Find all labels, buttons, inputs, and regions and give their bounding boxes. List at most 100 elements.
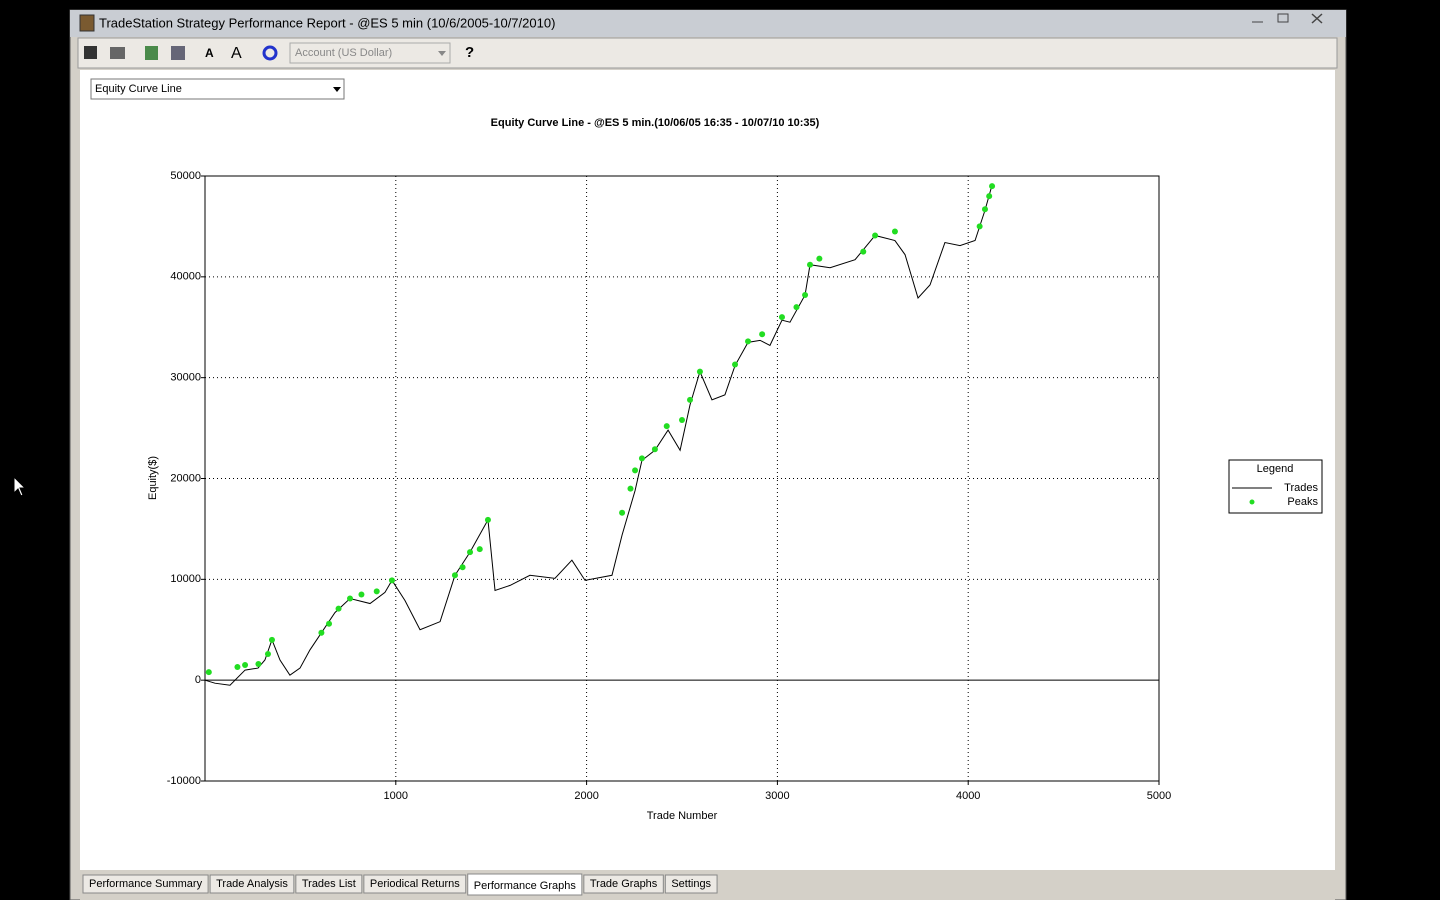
peak-dot <box>793 304 800 311</box>
tab[interactable]: Trades List <box>295 874 363 894</box>
peak-dot <box>872 232 879 239</box>
peak-dot <box>638 455 645 462</box>
peak-dot <box>986 193 993 200</box>
peak-dot <box>732 361 739 368</box>
tab-box[interactable] <box>467 873 583 896</box>
y-tick-label: 30000 <box>170 372 201 384</box>
font-larger-icon[interactable]: A <box>231 45 242 62</box>
view-select[interactable] <box>90 78 345 100</box>
peak-dot <box>264 650 271 657</box>
peak-dot <box>268 636 275 643</box>
view-select-label: Equity Curve Line <box>95 83 182 95</box>
window-title: TradeStation Strategy Performance Report… <box>99 15 555 30</box>
legend-marker <box>1249 499 1255 505</box>
equity-line <box>204 184 993 686</box>
peak-dot <box>627 485 634 492</box>
tab-label[interactable]: Performance Summary <box>89 878 203 890</box>
peak-dot <box>759 331 766 338</box>
peak-dot <box>976 223 983 230</box>
tab-box[interactable] <box>363 874 467 894</box>
tab[interactable]: Settings <box>664 874 718 894</box>
account-select-label: Account (US Dollar) <box>295 47 392 59</box>
save-icon[interactable] <box>84 46 97 59</box>
peak-dot <box>373 588 380 595</box>
x-tick-label: 4000 <box>956 790 980 802</box>
window-controls[interactable] <box>1246 12 1336 26</box>
x-tick-label: 2000 <box>574 790 598 802</box>
peak-dot <box>388 577 395 584</box>
peak-dot <box>476 546 483 553</box>
peak-dot <box>663 423 670 430</box>
tab-box[interactable] <box>583 874 664 894</box>
legend-entries: Trades Peaks <box>1232 482 1318 508</box>
chart-title: Equity Curve Line - @ES 5 min.(10/06/05 … <box>491 117 820 129</box>
view-select-arrow <box>333 87 341 92</box>
y-tick-label: -10000 <box>167 775 201 787</box>
tab-label[interactable]: Settings <box>671 878 711 890</box>
tab[interactable]: Periodical Returns <box>363 874 467 894</box>
font-smaller-icon[interactable]: A <box>205 46 214 60</box>
peak-dot <box>347 595 354 602</box>
tab-box[interactable] <box>664 874 718 894</box>
close-glyph <box>1311 13 1323 24</box>
peak-dot <box>778 314 785 321</box>
settings-icon[interactable] <box>171 46 185 60</box>
mouse-cursor <box>13 475 27 497</box>
tab-label[interactable]: Trade Analysis <box>216 878 288 890</box>
tab-label[interactable]: Trade Graphs <box>590 878 658 890</box>
title-bar <box>70 10 1346 37</box>
peak-dot <box>816 255 823 262</box>
y-tick-label: 40000 <box>170 271 201 283</box>
account-select-arrow <box>438 51 446 56</box>
tab-box[interactable] <box>295 874 363 894</box>
tab-label[interactable]: Periodical Returns <box>370 878 460 890</box>
tab-label[interactable]: Trades List <box>302 878 356 890</box>
peak-dot <box>242 662 249 669</box>
account-select[interactable] <box>289 42 451 64</box>
peak-dot <box>679 417 685 424</box>
peak-dot <box>255 661 262 668</box>
peak-dot <box>745 338 752 345</box>
peak-dot <box>358 591 365 598</box>
peak-dot <box>687 396 694 403</box>
legend-label: Peaks <box>1287 496 1318 508</box>
x-tick-label: 3000 <box>765 790 789 802</box>
peak-dot <box>318 629 325 636</box>
peak-dot <box>205 669 212 676</box>
target-icon[interactable] <box>262 45 278 61</box>
y-tick-label: 50000 <box>170 170 201 182</box>
help-icon[interactable]: ? <box>465 44 474 61</box>
peak-dot <box>451 572 458 579</box>
peak-dot <box>807 261 814 268</box>
peak-dot <box>326 620 333 627</box>
tab-box[interactable] <box>209 874 295 894</box>
toolbar <box>77 37 1338 69</box>
minimize-button[interactable] <box>1246 12 1270 26</box>
x-tick-label: 1000 <box>384 790 408 802</box>
refresh-icon[interactable] <box>145 46 158 60</box>
y-axis-label: Equity($) <box>147 456 159 500</box>
peak-dot <box>335 605 342 612</box>
tab-label[interactable]: Performance Graphs <box>474 880 577 892</box>
legend-title: Legend <box>1257 463 1294 475</box>
peak-dot <box>632 467 639 474</box>
tab[interactable]: Trade Analysis <box>209 874 295 894</box>
peak-dot <box>860 248 867 255</box>
maximize-glyph <box>1277 13 1289 23</box>
plot: -10000 0 10000 20000 30000 40000 50000 1000 2000… <box>167 170 1172 802</box>
tab[interactable]: Trade Graphs <box>583 874 664 894</box>
peak-dot <box>802 291 809 298</box>
tab[interactable]: Performance Summary <box>82 874 209 894</box>
peak-dot <box>459 564 466 571</box>
print-icon[interactable] <box>110 47 125 59</box>
tab-box[interactable] <box>82 874 209 894</box>
peak-dot <box>981 206 988 213</box>
peak-dot <box>651 446 658 453</box>
legend <box>1228 459 1323 514</box>
peak-dot <box>989 183 996 190</box>
peak-dot <box>619 509 626 516</box>
app-icon <box>79 14 95 32</box>
tab[interactable]: Performance Graphs <box>467 873 583 896</box>
peak-dot <box>467 549 474 556</box>
peak-dot <box>891 228 898 235</box>
